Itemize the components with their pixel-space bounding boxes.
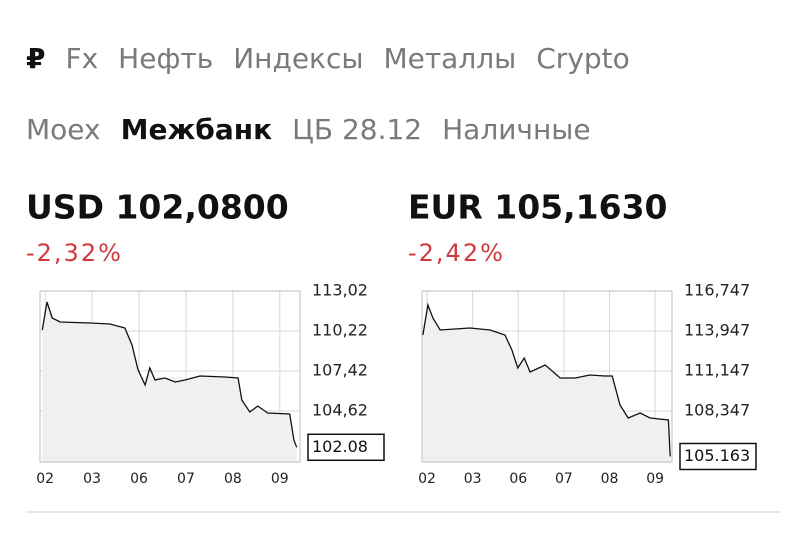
- last-value-label: 105.163: [684, 446, 750, 465]
- tab[interactable]: Индексы: [233, 42, 364, 75]
- area: [422, 305, 671, 462]
- x-tick-label: 02: [418, 471, 436, 487]
- plot-frame: [39, 290, 301, 463]
- y-tick-label: 108,347: [684, 401, 750, 420]
- y-tick-label: 116,747: [684, 281, 750, 300]
- line: [41, 301, 298, 448]
- change-label: -2,32%: [26, 239, 123, 267]
- x-tick-label: 09: [646, 471, 664, 487]
- subtab[interactable]: ЦБ 28.12: [292, 113, 423, 146]
- tab[interactable]: Fx: [65, 42, 99, 75]
- x-tick-label: 03: [83, 471, 101, 487]
- area: [42, 302, 297, 462]
- line: [422, 302, 671, 457]
- y-tick-label: 113,02: [312, 281, 368, 300]
- tab-bar: ₽ Fx Нефть Индексы Металлы Crypto: [26, 42, 630, 75]
- x-tick-label: 03: [464, 471, 482, 487]
- x-tick-label: 07: [555, 471, 573, 487]
- x-tick-label: 07: [177, 471, 195, 487]
- y-tick-label: 110,22: [312, 321, 368, 340]
- tab[interactable]: Crypto: [536, 42, 630, 75]
- tab[interactable]: Металлы: [383, 42, 517, 75]
- x-tick-label: 02: [36, 471, 54, 487]
- subtab[interactable]: Moex: [26, 113, 101, 146]
- last-value-box: [679, 442, 757, 471]
- subtab[interactable]: Наличные: [442, 113, 591, 146]
- y-tick-label: 107,42: [312, 361, 368, 380]
- y-tick-label: 104,62: [312, 401, 368, 420]
- x-tick-label: 08: [224, 471, 242, 487]
- chart-title: EUR 105,1630: [408, 188, 668, 227]
- y-tick-label: 111,147: [684, 361, 750, 380]
- y-tick-label: 113,947: [684, 321, 750, 340]
- last-value-label: 102.08: [312, 437, 368, 456]
- x-tick-label: 08: [601, 471, 619, 487]
- tab[interactable]: Нефть: [118, 42, 214, 75]
- last-value-box: [307, 433, 385, 462]
- subtab[interactable]: Межбанк: [120, 113, 273, 146]
- plot-frame: [421, 290, 673, 463]
- chart-title: USD 102,0800: [26, 188, 289, 227]
- x-tick-label: 06: [509, 471, 527, 487]
- x-tick-label: 09: [271, 471, 289, 487]
- change-label: -2,42%: [408, 239, 505, 267]
- tab[interactable]: ₽: [26, 42, 46, 75]
- subtab-bar: Moex Межбанк ЦБ 28.12 Наличные: [26, 113, 591, 146]
- x-tick-label: 06: [130, 471, 148, 487]
